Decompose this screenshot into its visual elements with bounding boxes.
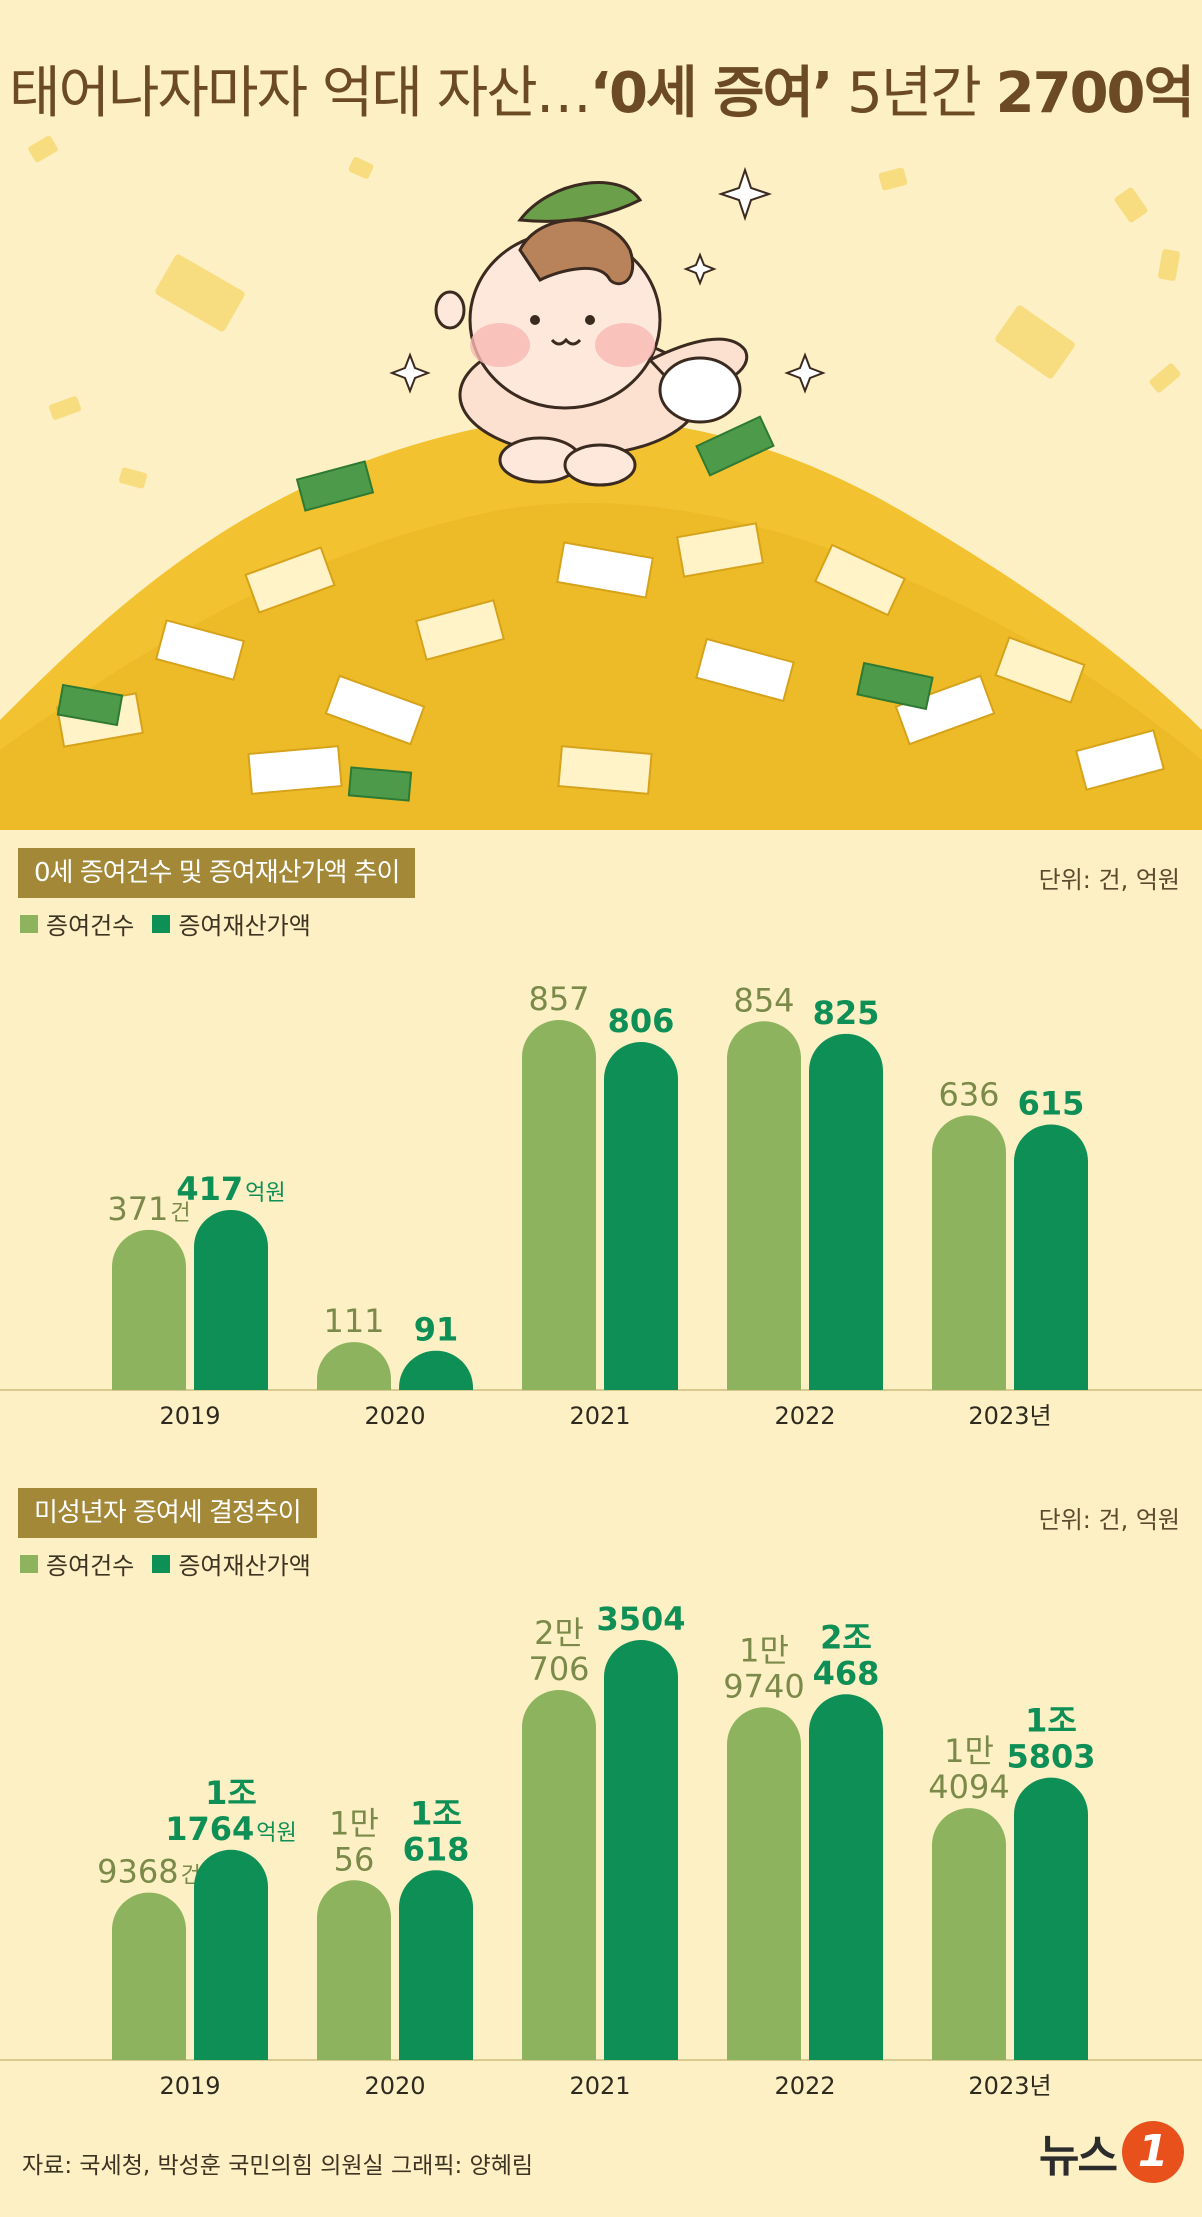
data-label-증여건수-2019: 371건 [107, 1190, 190, 1228]
title-part2: ‘0세 증여’ [589, 61, 834, 126]
bar-증여건수-2022 [727, 1021, 801, 1390]
chart1-title: 0세 증여건수 및 증여재산가액 추이 [18, 848, 416, 898]
bar-증여재산가액-2021 [604, 1042, 678, 1390]
legend-label-amount: 증여재산가액 [178, 912, 311, 940]
x-tick-2023년: 2023년 [968, 2072, 1051, 2100]
data-label-증여재산가액-2023년: 1조 5803 [1006, 1702, 1095, 1776]
x-tick-2022: 2022 [774, 2072, 835, 2100]
bar-증여건수-2020 [317, 1880, 391, 2060]
bar-증여건수-2022 [727, 1707, 801, 2060]
logo-mark: 1 [1122, 2121, 1184, 2183]
legend-label-count: 증여건수 [46, 912, 135, 940]
legend-item-amount: 증여재산가액 [152, 906, 311, 941]
bar-증여재산가액-2019 [194, 1209, 268, 1390]
data-label-증여건수-2021: 2만 706 [528, 1614, 589, 1688]
news1-logo: 뉴스 1 [1039, 2120, 1184, 2184]
x-tick-2021: 2021 [569, 2072, 630, 2100]
legend-swatch-count [20, 1554, 38, 1573]
chart2-title: 미성년자 증여세 결정추이 [18, 1488, 317, 1538]
x-tick-2023년: 2023년 [968, 1402, 1051, 1430]
legend-item-amount: 증여재산가액 [152, 1546, 311, 1581]
bar-증여재산가액-2023년 [1014, 1124, 1088, 1390]
baby [434, 181, 749, 487]
bar-증여재산가액-2023년 [1014, 1777, 1088, 2060]
bar-증여건수-2019 [112, 1229, 186, 1390]
data-label-증여건수-2022: 854 [733, 981, 794, 1019]
title-part3: 5년간 [831, 61, 996, 126]
bar-증여재산가액-2022 [809, 1694, 883, 2060]
page-title: 태어나자마자 억대 자산…‘0세 증여’ 5년간 2700억 [0, 48, 1202, 129]
money-bills [55, 522, 1166, 795]
baby-money-illustration [0, 135, 1202, 830]
bar-증여건수-2023년 [932, 1115, 1006, 1390]
bar-증여재산가액-2021 [604, 1640, 678, 2060]
legend-swatch-amount [152, 1554, 171, 1573]
x-tick-2019: 2019 [159, 1402, 220, 1430]
chart1-unit: 단위: 건, 억원 [1038, 866, 1180, 894]
data-label-증여건수-2022: 1만 9740 [723, 1631, 804, 1705]
data-label-증여재산가액-2023년: 615 [1018, 1084, 1085, 1122]
data-label-증여건수-2021: 857 [528, 980, 589, 1018]
bar-증여재산가액-2022 [809, 1033, 883, 1390]
title-part4: 2700억 [995, 61, 1195, 126]
bar-증여건수-2019 [112, 1892, 186, 2060]
data-label-증여재산가액-2019: 1조 1764억원 [165, 1774, 297, 1848]
data-label-증여재산가액-2021: 2조3504 [596, 1600, 685, 1638]
source-credit: 자료: 국세청, 박성훈 국민의힘 의원실 그래픽: 양혜림 [22, 2153, 534, 2179]
data-label-증여건수-2020: 111 [323, 1302, 384, 1340]
bar-증여재산가액-2020 [399, 1870, 473, 2060]
x-tick-2019: 2019 [159, 2072, 220, 2100]
data-label-증여재산가액-2022: 825 [813, 994, 880, 1032]
data-label-증여건수-2023년: 636 [938, 1075, 999, 1113]
legend-item-count: 증여건수 [20, 906, 134, 941]
data-label-증여건수-2023년: 1만 4094 [928, 1732, 1009, 1806]
title-part1: 태어나자마자 억대 자산… [8, 61, 592, 126]
data-label-증여건수-2020: 1만 56 [329, 1804, 379, 1878]
green-bills [56, 415, 934, 802]
bar-증여건수-2020 [317, 1342, 391, 1390]
data-label-증여재산가액-2022: 2조 468 [813, 1618, 880, 1692]
x-tick-2021: 2021 [569, 1402, 630, 1430]
legend-label-count: 증여건수 [46, 1552, 135, 1580]
chart1-legend: 증여건수 증여재산가액 [20, 906, 311, 941]
floating-bills-decor [28, 135, 1181, 489]
bar-증여건수-2021 [522, 1689, 596, 2060]
data-label-증여재산가액-2020: 91 [414, 1311, 459, 1349]
chart2-unit: 단위: 건, 억원 [1038, 1506, 1180, 1534]
data-label-증여재산가액-2021: 806 [608, 1002, 675, 1040]
chart2-legend: 증여건수 증여재산가액 [20, 1546, 311, 1581]
x-tick-2020: 2020 [364, 1402, 425, 1430]
legend-swatch-amount [152, 914, 171, 933]
bar-증여재산가액-2020 [399, 1350, 473, 1390]
bar-증여건수-2021 [522, 1020, 596, 1390]
sparkles [389, 166, 826, 394]
bar-증여건수-2023년 [932, 1808, 1006, 2060]
legend-label-amount: 증여재산가액 [178, 1552, 311, 1580]
legend-item-count: 증여건수 [20, 1546, 134, 1581]
x-tick-2020: 2020 [364, 2072, 425, 2100]
data-label-증여재산가액-2019: 417억원 [176, 1170, 285, 1208]
x-tick-2022: 2022 [774, 1402, 835, 1430]
logo-text: 뉴스 [1039, 2131, 1118, 2182]
chart-0-gift-to-newborns: 371건 111 857 854 636 417억원 91 806 825 615 2019 2020… [0, 980, 1202, 1430]
data-label-증여건수-2019: 9368건 [97, 1853, 201, 1891]
bar-증여재산가액-2019 [194, 1849, 268, 2060]
data-label-증여재산가액-2020: 1조 618 [403, 1794, 470, 1868]
legend-swatch-count [20, 914, 38, 933]
